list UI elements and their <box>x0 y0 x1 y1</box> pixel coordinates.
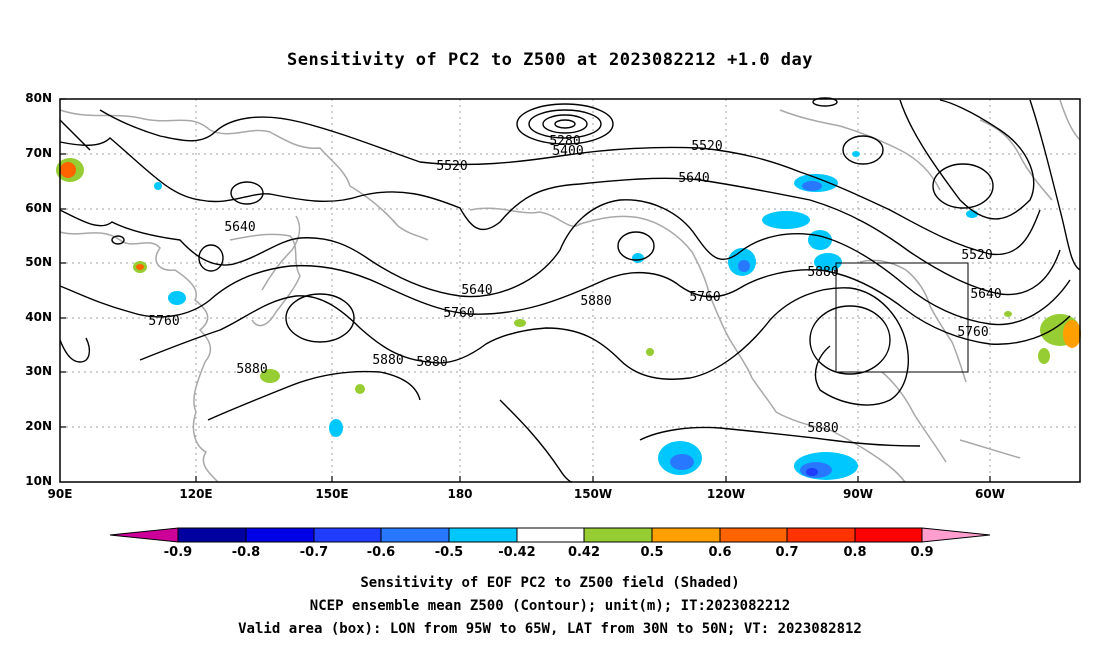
colorbar-swatch <box>719 527 788 543</box>
caption-line-1: Sensitivity of EOF PC2 to Z500 field (Sh… <box>360 575 740 591</box>
colorbar-label: 0.6 <box>708 545 732 560</box>
lat-label: 50N <box>25 255 52 269</box>
colorbar-label: 0.7 <box>775 545 799 560</box>
lon-label: 150W <box>573 487 613 501</box>
colorbar-swatch <box>786 527 856 543</box>
lon-label: 90E <box>47 487 73 501</box>
coastlines <box>59 99 1081 483</box>
lon-label: 150E <box>315 487 349 501</box>
colorbar-swatch <box>854 527 923 543</box>
colorbar-arrow-left <box>109 527 179 543</box>
colorbar-swatch <box>651 527 721 543</box>
colorbar-label: 0.42 <box>567 545 601 560</box>
lon-label: 60W <box>975 487 1005 501</box>
colorbar-label: -0.6 <box>366 545 396 560</box>
colorbar-swatch <box>380 527 450 543</box>
lon-label: 120W <box>706 487 746 501</box>
colorbar-swatch <box>516 527 585 543</box>
caption-line-2: NCEP ensemble mean Z500 (Contour); unit(… <box>309 598 791 614</box>
colorbar <box>109 527 991 543</box>
colorbar-swatch <box>245 527 315 543</box>
colorbar-label: -0.9 <box>163 545 193 560</box>
contour-label: 5880 <box>807 265 838 280</box>
colorbar-label: -0.42 <box>498 545 536 560</box>
contour-label: 5520 <box>691 139 722 154</box>
lon-label: 90W <box>843 487 873 501</box>
lat-label: 80N <box>25 91 52 105</box>
colorbar-label: 0.8 <box>843 545 867 560</box>
colorbar-arrow-right <box>921 527 991 543</box>
colorbar-label: -0.8 <box>231 545 261 560</box>
contour-label: 5880 <box>580 294 611 309</box>
lat-label: 10N <box>25 474 52 488</box>
colorbar-label: -0.7 <box>299 545 329 560</box>
contour-label: 5640 <box>970 287 1001 302</box>
contour-label: 5640 <box>461 283 492 298</box>
contour-label: 5280 <box>549 134 580 149</box>
contour-label: 5640 <box>678 171 709 186</box>
contour-label: 5520 <box>961 248 992 263</box>
contour-label: 5880 <box>807 421 838 436</box>
lat-label: 40N <box>25 310 52 324</box>
colorbar-label: 0.9 <box>910 545 934 560</box>
lat-label: 30N <box>25 364 52 378</box>
colorbar-label: -0.5 <box>434 545 464 560</box>
valid-area-box <box>835 262 969 373</box>
contour-label: 5760 <box>443 306 474 321</box>
contour-label: 5880 <box>416 355 447 370</box>
lat-label: 60N <box>25 201 52 215</box>
contour-label: 5880 <box>372 353 403 368</box>
map-ticks <box>60 98 991 482</box>
contour-label: 5520 <box>436 159 467 174</box>
contour-label: 5760 <box>689 290 720 305</box>
contour-labels: 5280 5400 5520 5520 5520 5640 5640 5640 … <box>148 134 1001 436</box>
contour-label: 5880 <box>236 362 267 377</box>
contour-label: 5760 <box>957 325 988 340</box>
contour-label: 5640 <box>224 220 255 235</box>
colorbar-swatch <box>583 527 653 543</box>
caption-line-3: Valid area (box): LON from 95W to 65W, L… <box>238 621 862 637</box>
colorbar-swatch <box>177 527 247 543</box>
lon-label: 120E <box>179 487 213 501</box>
lon-label: 180 <box>447 487 473 501</box>
lat-label: 70N <box>25 146 52 160</box>
lat-label: 20N <box>25 419 52 433</box>
colorbar-swatch <box>448 527 518 543</box>
contour-label: 5400 <box>552 144 583 159</box>
colorbar-swatch <box>313 527 382 543</box>
map-frame <box>59 98 1081 483</box>
colorbar-label: 0.5 <box>640 545 664 560</box>
contour-label: 5760 <box>148 314 179 329</box>
z500-contours <box>59 97 1081 483</box>
map-title: Sensitivity of PC2 to Z500 at 2023082212… <box>286 50 813 70</box>
